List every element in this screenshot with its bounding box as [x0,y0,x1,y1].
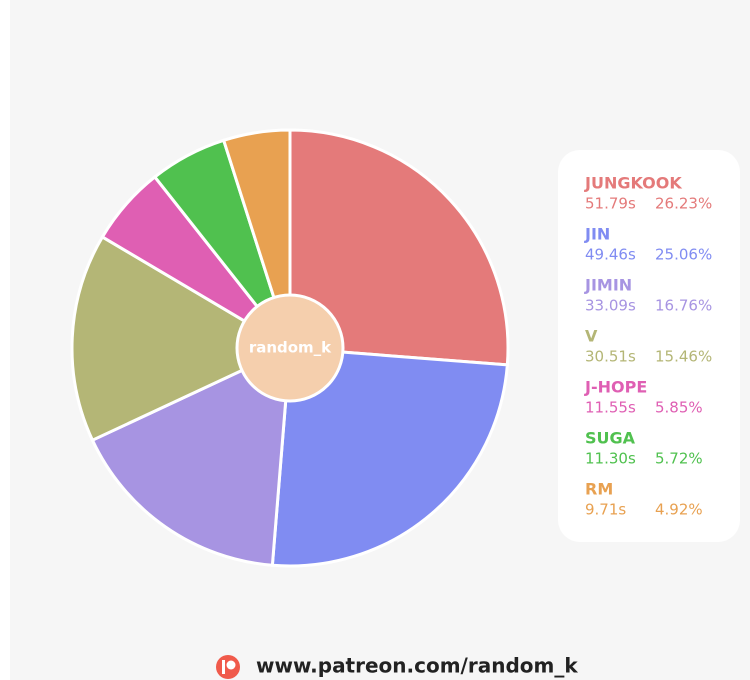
legend-seconds: 11.30s [585,450,636,468]
legend-seconds: 51.79s [585,195,636,213]
center-badge [235,293,345,403]
legend-seconds: 30.51s [585,348,636,366]
patreon-icon-bar [222,660,225,674]
legend-box [558,150,740,542]
slice [270,346,509,568]
legend-percent: 25.06% [655,246,712,264]
legend-seconds: 9.71s [585,501,626,519]
legend-seconds: 33.09s [585,297,636,315]
legend-name: JIMIN [584,276,632,295]
legend-percent: 26.23% [655,195,712,213]
legend-name: JIN [584,225,610,244]
legend: JUNGKOOK 51.79s 26.23% JIN 49.46s 25.06% JIMIN… [584,174,712,519]
legend-name: J-HOPE [584,378,647,397]
legend-percent: 16.76% [655,297,712,315]
legend-name: JUNGKOOK [584,174,682,193]
slice [70,234,294,443]
edge [0,0,10,680]
patreon-icon-dot [226,660,236,670]
slice [221,128,292,349]
legend-name: RM [585,480,613,499]
pie [70,128,510,568]
legend-percent: 4.92% [655,501,703,519]
legend-seconds: 11.55s [585,399,636,417]
legend-seconds: 49.46s [585,246,636,264]
legend-percent: 5.72% [655,450,703,468]
legend-percent: 5.85% [655,399,703,417]
slice [90,345,292,567]
footer: www.patreon.com/random_k [256,654,578,678]
legend-percent: 15.46% [655,348,712,366]
slice [288,128,510,367]
center-label: random_k [249,339,332,357]
legend-name: V [585,327,598,346]
legend-name: SUGA [585,429,636,448]
